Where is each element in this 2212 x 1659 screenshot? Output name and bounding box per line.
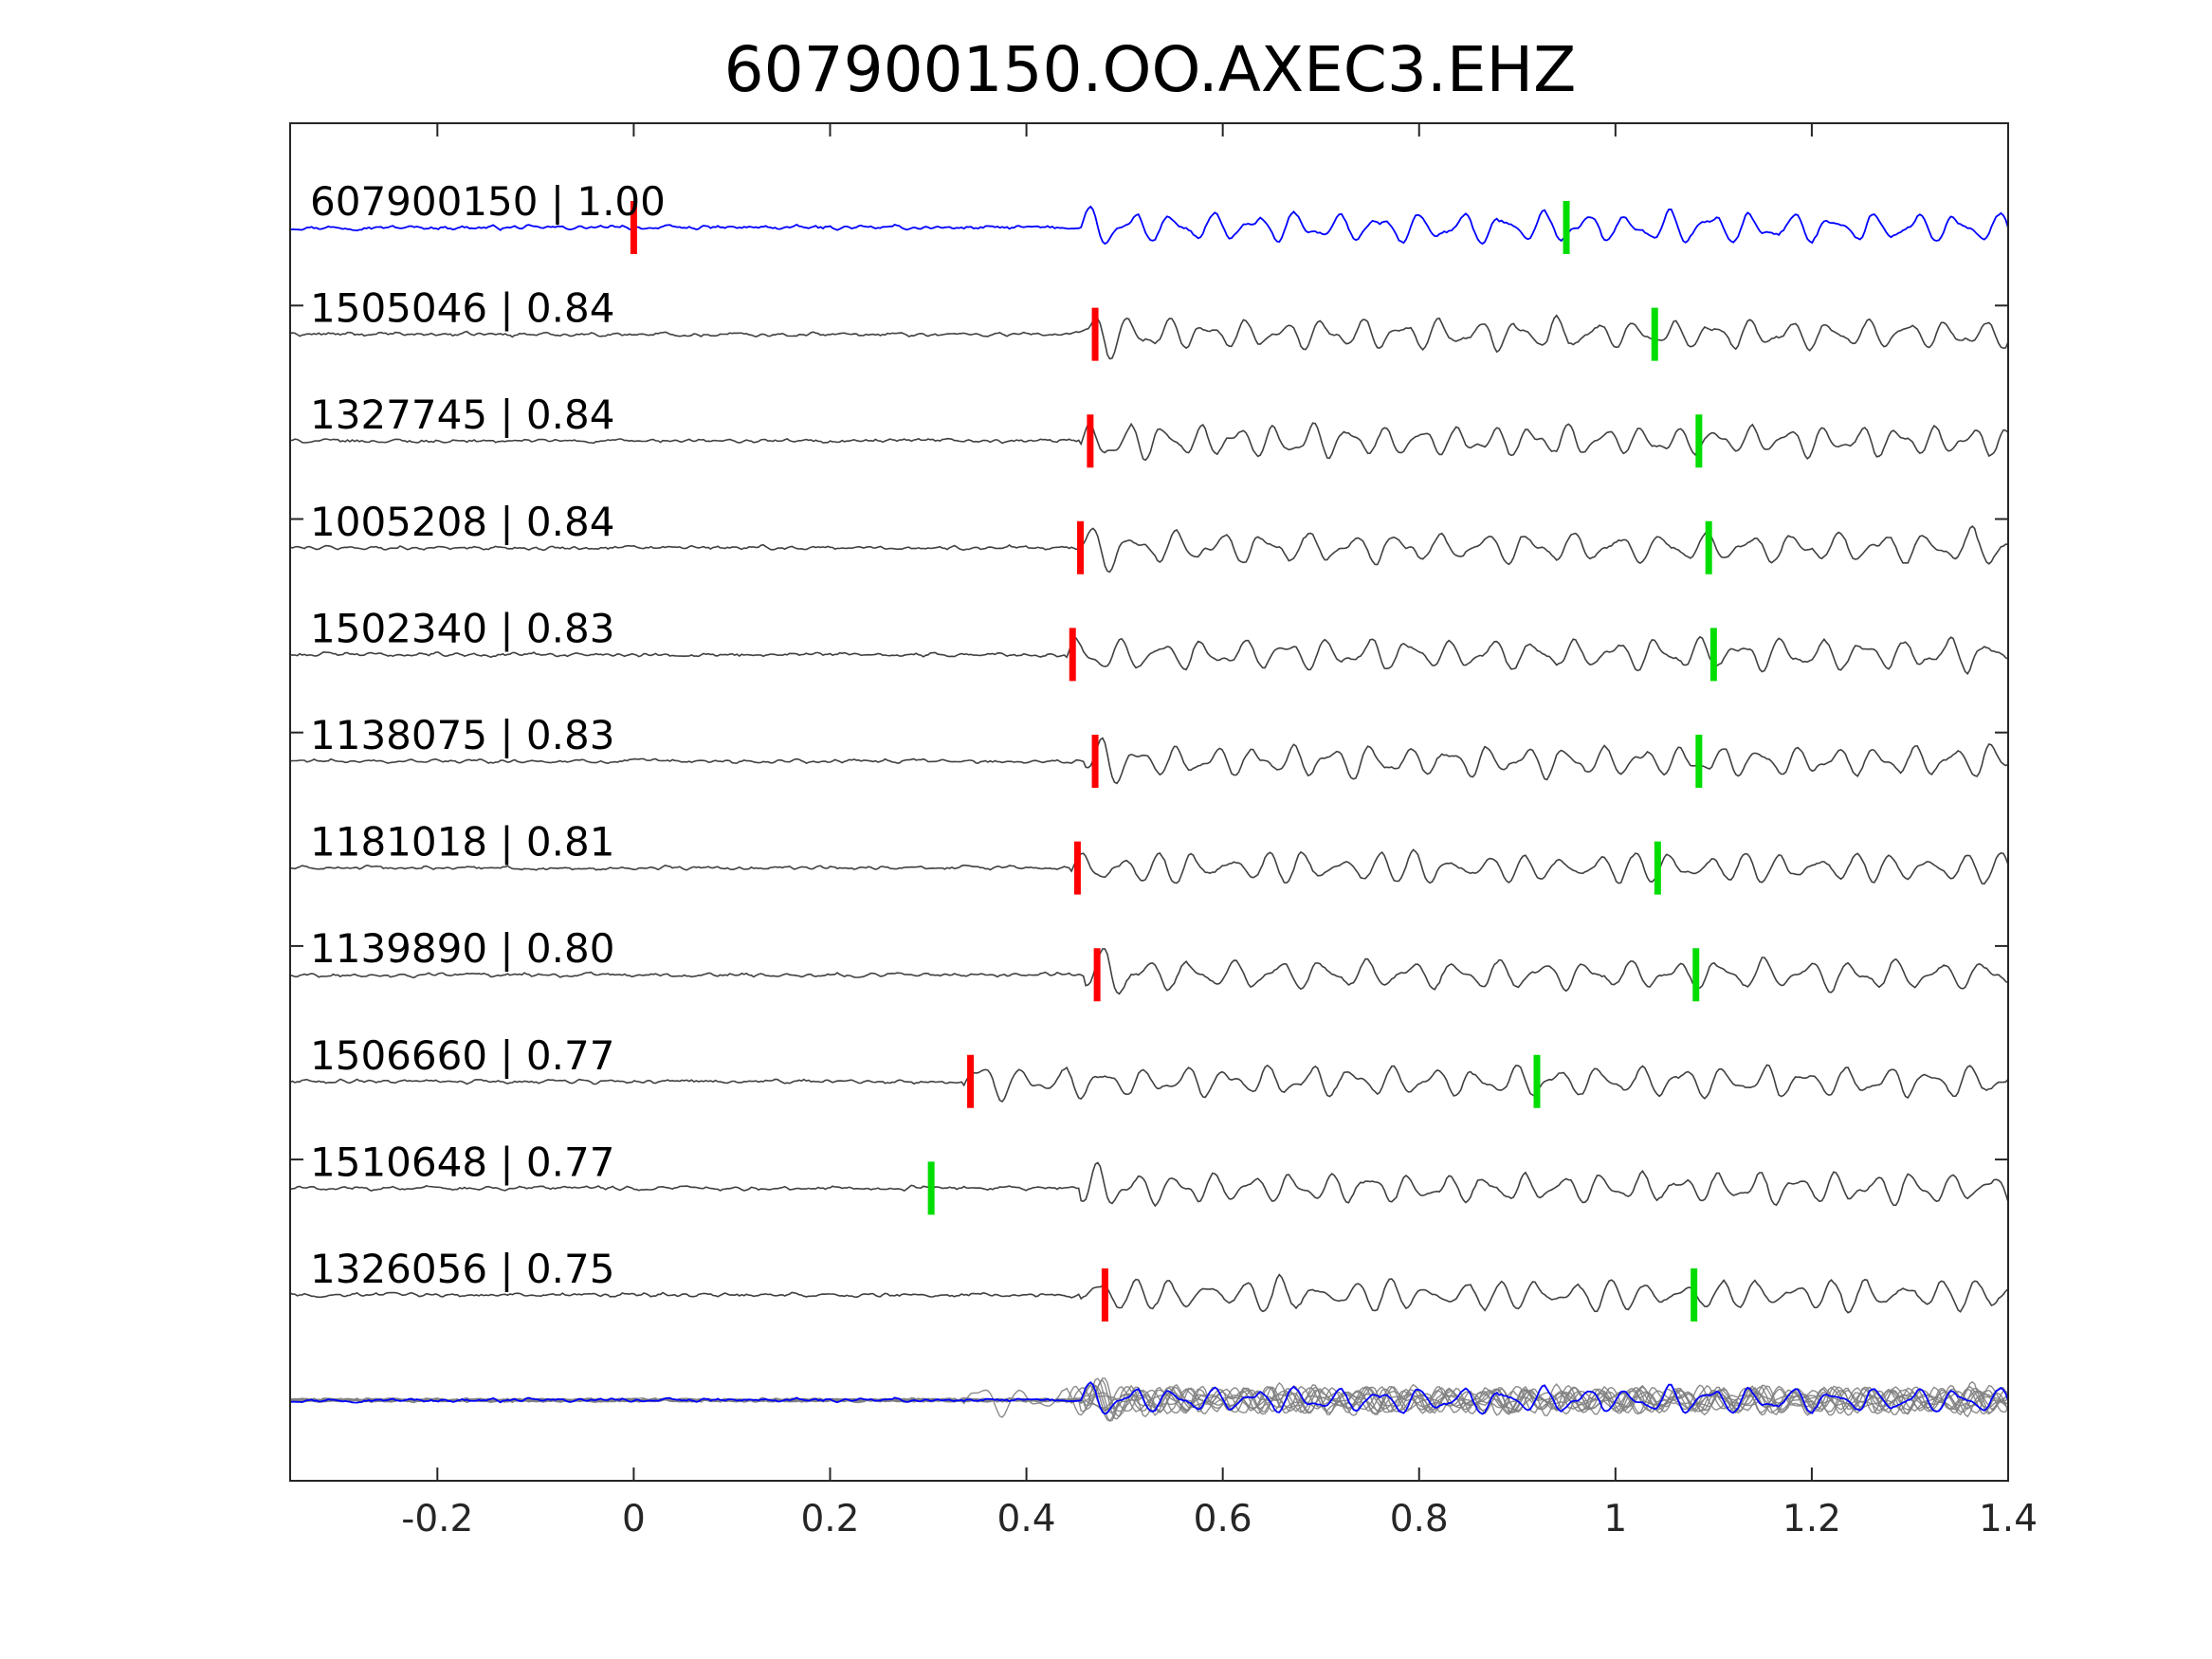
trace-label-1138075: 1138075 | 0.83	[310, 712, 614, 758]
picks-layer	[630, 201, 1717, 1322]
x-tick-label: 1.2	[1782, 1498, 1841, 1540]
trace-label-1502340: 1502340 | 0.83	[310, 605, 614, 651]
x-tick-label: -0.2	[401, 1498, 473, 1540]
stack-layer	[289, 1377, 2009, 1422]
x-tick-label: 0	[622, 1498, 646, 1540]
x-tick-label: 0.2	[800, 1498, 859, 1540]
x-tick-label: 0.4	[997, 1498, 1056, 1540]
labels-layer: 607900150 | 1.00 1505046 | 0.84 1327745 | …	[310, 178, 666, 1292]
x-tick-label: 1.4	[1979, 1498, 2038, 1540]
trace-waveform-1005208	[289, 525, 2009, 574]
trace-label-1326056: 1326056 | 0.75	[310, 1246, 614, 1292]
trace-waveform-1181018	[289, 848, 2009, 885]
trace-label-1506660: 1506660 | 0.77	[310, 1032, 614, 1079]
trace-waveform-1506660	[289, 1064, 2009, 1103]
chart-title: 607900150.OO.AXEC3.EHZ	[724, 33, 1577, 106]
trace-waveform-1510648	[289, 1161, 2009, 1208]
plot-frame	[289, 122, 2009, 1482]
trace-waveform-1326056	[289, 1273, 2009, 1314]
trace-label-1505046: 1505046 | 0.84	[310, 285, 614, 332]
trace-waveform-1139890	[289, 948, 2009, 995]
trace-label-607900150: 607900150 | 1.00	[310, 178, 666, 225]
x-tick-label: 0.6	[1194, 1498, 1252, 1540]
trace-label-1139890: 1139890 | 0.80	[310, 925, 614, 972]
traces-layer	[289, 205, 2009, 1314]
stack-template-trace	[289, 1380, 2009, 1415]
x-tick-label: 0.8	[1390, 1498, 1449, 1540]
x-tick-label: 1	[1603, 1498, 1627, 1540]
stack-trace-1139890	[289, 1377, 2009, 1418]
trace-waveform-1505046	[289, 314, 2009, 360]
x-axis: -0.2 0 0.2 0.4 0.6 0.8 1 1.2 1.4	[290, 123, 2038, 1540]
trace-waveform-1327745	[290, 422, 2009, 462]
trace-label-1327745: 1327745 | 0.84	[310, 392, 614, 438]
trace-label-1510648: 1510648 | 0.77	[310, 1139, 614, 1185]
trace-label-1181018: 1181018 | 0.81	[310, 819, 614, 866]
trace-label-1005208: 1005208 | 0.84	[310, 499, 614, 545]
trace-waveform-1502340	[289, 635, 2009, 675]
trace-waveform-1138075	[289, 737, 2009, 785]
trace-waveform-607900150	[289, 205, 2009, 246]
